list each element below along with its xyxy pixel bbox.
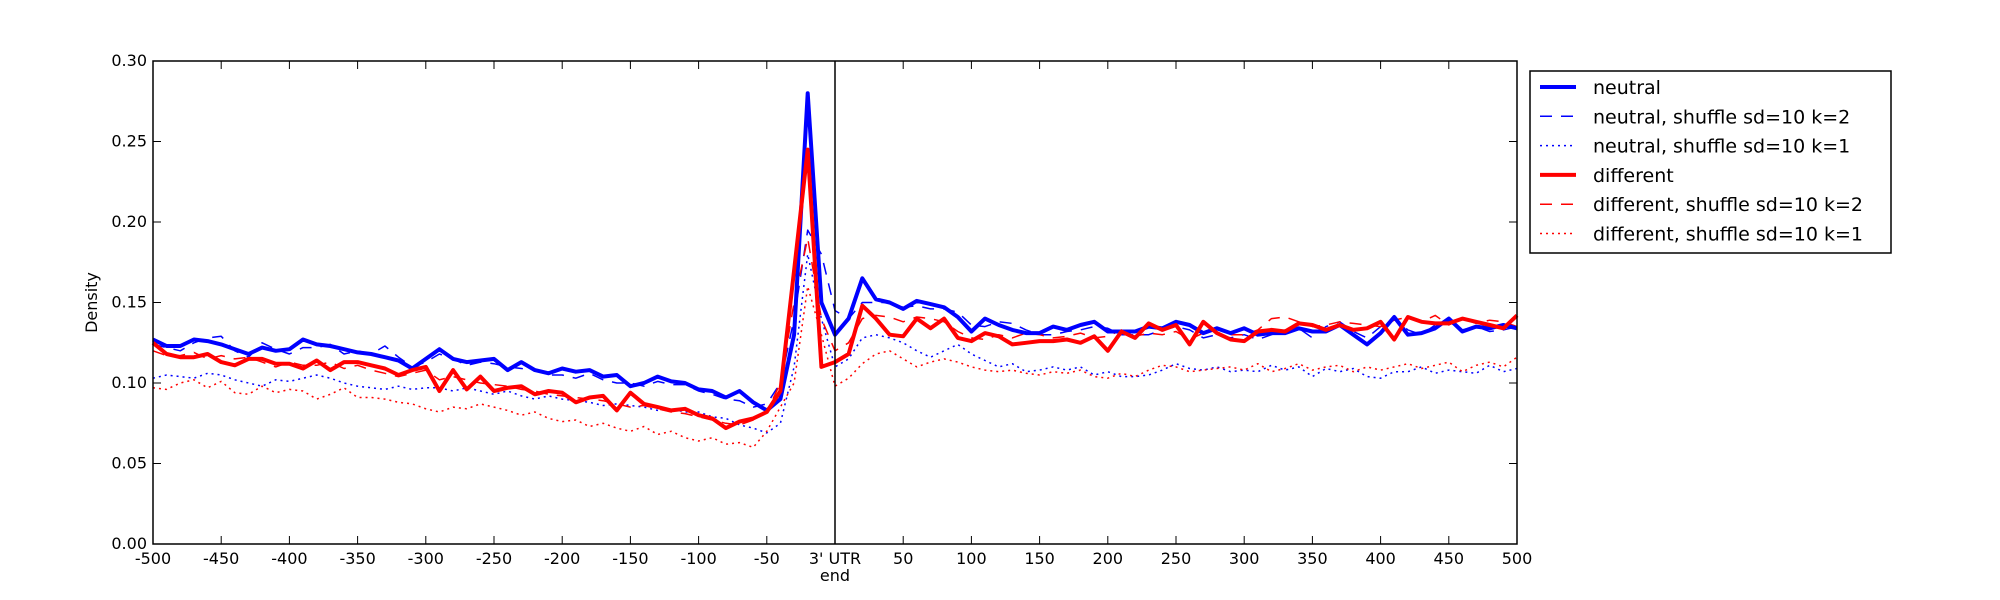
x-tick-label: -450 xyxy=(203,549,239,568)
x-tick-label: -300 xyxy=(408,549,444,568)
x-tick-label: 500 xyxy=(1502,549,1533,568)
x-tick-label: -350 xyxy=(339,549,375,568)
legend-label: neutral, shuffle sd=10 k=1 xyxy=(1593,136,1850,158)
x-tick-label: -50 xyxy=(754,549,780,568)
series-line-neutral-shuffle-sd-10-k-1 xyxy=(152,253,1518,434)
y-tick-label: 0.00 xyxy=(111,534,147,553)
marker-label-line2: end xyxy=(820,566,850,585)
x-tick-label: -200 xyxy=(544,549,580,568)
x-tick-label: 400 xyxy=(1365,549,1396,568)
x-tick-label: -100 xyxy=(680,549,716,568)
x-tick-label: -500 xyxy=(135,549,171,568)
x-tick-label: -400 xyxy=(271,549,307,568)
x-tick-label: -150 xyxy=(612,549,648,568)
x-tick-label: 200 xyxy=(1093,549,1124,568)
legend-box xyxy=(1529,70,1892,254)
legend-label: different, shuffle sd=10 k=2 xyxy=(1593,194,1863,216)
x-tick-label: -250 xyxy=(476,549,512,568)
legend-label: neutral, shuffle sd=10 k=2 xyxy=(1593,106,1850,128)
x-tick-label: 100 xyxy=(956,549,987,568)
legend: neutral neutral, shuffle sd=10 k=2 neutral… xyxy=(1529,70,1892,254)
x-tick-label: 300 xyxy=(1229,549,1260,568)
x-tick-label: 450 xyxy=(1434,549,1465,568)
y-tick-label: 0.20 xyxy=(111,212,147,231)
y-tick-label: 0.30 xyxy=(111,51,147,70)
legend-label: different, shuffle sd=10 k=1 xyxy=(1593,224,1863,246)
y-tick-label: 0.10 xyxy=(111,373,147,392)
y-tick-label: 0.25 xyxy=(111,132,147,151)
y-axis-label: Density xyxy=(82,272,101,333)
y-tick-label: 0.15 xyxy=(111,293,147,312)
legend-label: different xyxy=(1593,165,1674,187)
x-tick-label: 150 xyxy=(1024,549,1055,568)
axis-ticks: -500 -450 -400 -350 -300 -250 -200 -150 -100 -50 5… xyxy=(111,51,1532,568)
y-tick-label: 0.05 xyxy=(111,454,147,473)
marker-label-line1: 3' UTR xyxy=(809,549,861,568)
legend-label: neutral xyxy=(1593,77,1661,99)
x-tick-label: 250 xyxy=(1161,549,1192,568)
x-tick-label: 350 xyxy=(1297,549,1328,568)
x-tick-label: 50 xyxy=(893,549,913,568)
